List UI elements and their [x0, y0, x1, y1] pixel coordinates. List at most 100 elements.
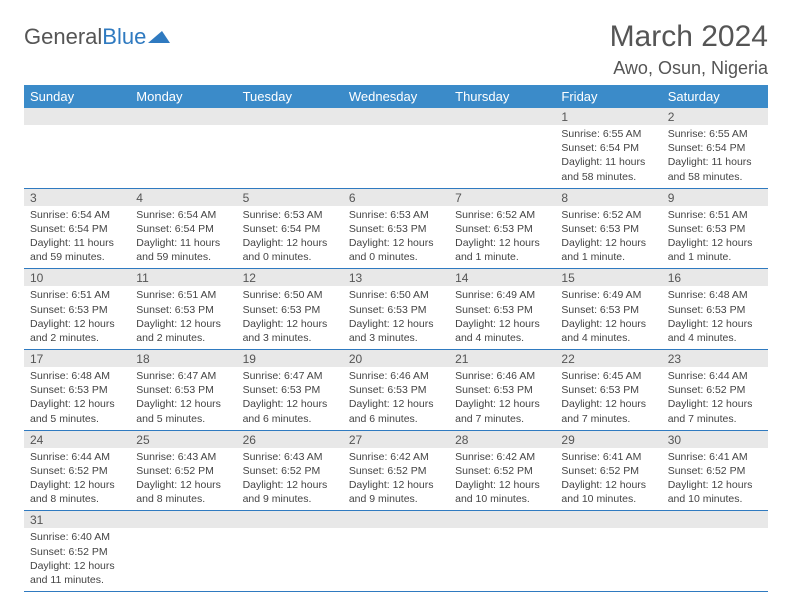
day-number [237, 511, 343, 528]
sunrise-text: Sunrise: 6:48 AM [668, 288, 764, 302]
calendar-day-cell [237, 511, 343, 592]
calendar-day-cell: 28Sunrise: 6:42 AMSunset: 6:52 PMDayligh… [449, 430, 555, 511]
sunrise-text: Sunrise: 6:52 AM [561, 208, 657, 222]
day-number: 27 [343, 431, 449, 448]
day-number: 26 [237, 431, 343, 448]
daylight-text: Daylight: 12 hours and 7 minutes. [668, 397, 764, 425]
daylight-text: Daylight: 12 hours and 10 minutes. [455, 478, 551, 506]
weekday-header: Wednesday [343, 85, 449, 108]
daylight-text: Daylight: 12 hours and 4 minutes. [668, 317, 764, 345]
sunrise-text: Sunrise: 6:40 AM [30, 530, 126, 544]
sunset-text: Sunset: 6:54 PM [243, 222, 339, 236]
day-number [130, 511, 236, 528]
day-number: 31 [24, 511, 130, 528]
daylight-text: Daylight: 11 hours and 58 minutes. [561, 155, 657, 183]
sunset-text: Sunset: 6:54 PM [136, 222, 232, 236]
daylight-text: Daylight: 12 hours and 6 minutes. [243, 397, 339, 425]
sunset-text: Sunset: 6:52 PM [243, 464, 339, 478]
day-number: 16 [662, 269, 768, 286]
day-number [555, 511, 661, 528]
sunrise-text: Sunrise: 6:43 AM [243, 450, 339, 464]
daylight-text: Daylight: 12 hours and 4 minutes. [561, 317, 657, 345]
calendar-day-cell: 25Sunrise: 6:43 AMSunset: 6:52 PMDayligh… [130, 430, 236, 511]
day-number [449, 108, 555, 125]
sunrise-text: Sunrise: 6:50 AM [349, 288, 445, 302]
sunrise-text: Sunrise: 6:42 AM [455, 450, 551, 464]
daylight-text: Daylight: 12 hours and 1 minute. [561, 236, 657, 264]
calendar-day-cell [343, 108, 449, 188]
day-number [343, 108, 449, 125]
calendar-day-cell: 26Sunrise: 6:43 AMSunset: 6:52 PMDayligh… [237, 430, 343, 511]
sunset-text: Sunset: 6:52 PM [136, 464, 232, 478]
calendar-day-cell: 24Sunrise: 6:44 AMSunset: 6:52 PMDayligh… [24, 430, 130, 511]
sunset-text: Sunset: 6:53 PM [349, 222, 445, 236]
sunrise-text: Sunrise: 6:41 AM [561, 450, 657, 464]
day-number: 12 [237, 269, 343, 286]
day-number: 17 [24, 350, 130, 367]
calendar-day-cell: 17Sunrise: 6:48 AMSunset: 6:53 PMDayligh… [24, 350, 130, 431]
daylight-text: Daylight: 11 hours and 59 minutes. [30, 236, 126, 264]
calendar-day-cell: 5Sunrise: 6:53 AMSunset: 6:54 PMDaylight… [237, 188, 343, 269]
daylight-text: Daylight: 12 hours and 7 minutes. [455, 397, 551, 425]
daylight-text: Daylight: 12 hours and 5 minutes. [30, 397, 126, 425]
day-number: 1 [555, 108, 661, 125]
sunset-text: Sunset: 6:53 PM [30, 383, 126, 397]
sunrise-text: Sunrise: 6:54 AM [30, 208, 126, 222]
logo-text-blue: Blue [102, 24, 146, 50]
day-number: 18 [130, 350, 236, 367]
day-details: Sunrise: 6:51 AMSunset: 6:53 PMDaylight:… [24, 286, 130, 349]
day-number: 9 [662, 189, 768, 206]
daylight-text: Daylight: 12 hours and 1 minute. [455, 236, 551, 264]
daylight-text: Daylight: 12 hours and 3 minutes. [349, 317, 445, 345]
sunset-text: Sunset: 6:53 PM [455, 303, 551, 317]
day-number [24, 108, 130, 125]
day-details: Sunrise: 6:52 AMSunset: 6:53 PMDaylight:… [449, 206, 555, 269]
day-number [130, 108, 236, 125]
calendar-day-cell: 30Sunrise: 6:41 AMSunset: 6:52 PMDayligh… [662, 430, 768, 511]
day-number: 29 [555, 431, 661, 448]
calendar-day-cell: 3Sunrise: 6:54 AMSunset: 6:54 PMDaylight… [24, 188, 130, 269]
day-details: Sunrise: 6:55 AMSunset: 6:54 PMDaylight:… [555, 125, 661, 188]
calendar-day-cell: 23Sunrise: 6:44 AMSunset: 6:52 PMDayligh… [662, 350, 768, 431]
day-number [662, 511, 768, 528]
day-details: Sunrise: 6:54 AMSunset: 6:54 PMDaylight:… [24, 206, 130, 269]
day-number: 13 [343, 269, 449, 286]
location: Awo, Osun, Nigeria [610, 58, 768, 79]
sunrise-text: Sunrise: 6:46 AM [349, 369, 445, 383]
sunset-text: Sunset: 6:52 PM [30, 464, 126, 478]
calendar-day-cell [555, 511, 661, 592]
day-number: 20 [343, 350, 449, 367]
daylight-text: Daylight: 12 hours and 9 minutes. [349, 478, 445, 506]
day-details: Sunrise: 6:46 AMSunset: 6:53 PMDaylight:… [343, 367, 449, 430]
calendar-week-row: 17Sunrise: 6:48 AMSunset: 6:53 PMDayligh… [24, 350, 768, 431]
sunrise-text: Sunrise: 6:43 AM [136, 450, 232, 464]
daylight-text: Daylight: 12 hours and 6 minutes. [349, 397, 445, 425]
calendar-day-cell: 6Sunrise: 6:53 AMSunset: 6:53 PMDaylight… [343, 188, 449, 269]
daylight-text: Daylight: 12 hours and 5 minutes. [136, 397, 232, 425]
weekday-header: Saturday [662, 85, 768, 108]
calendar-day-cell: 10Sunrise: 6:51 AMSunset: 6:53 PMDayligh… [24, 269, 130, 350]
day-details: Sunrise: 6:53 AMSunset: 6:53 PMDaylight:… [343, 206, 449, 269]
day-details: Sunrise: 6:51 AMSunset: 6:53 PMDaylight:… [130, 286, 236, 349]
sunrise-text: Sunrise: 6:53 AM [349, 208, 445, 222]
sunrise-text: Sunrise: 6:55 AM [668, 127, 764, 141]
day-details: Sunrise: 6:41 AMSunset: 6:52 PMDaylight:… [555, 448, 661, 511]
day-number: 11 [130, 269, 236, 286]
calendar-week-row: 10Sunrise: 6:51 AMSunset: 6:53 PMDayligh… [24, 269, 768, 350]
calendar-day-cell [343, 511, 449, 592]
weekday-header: Friday [555, 85, 661, 108]
day-number: 28 [449, 431, 555, 448]
calendar-day-cell: 12Sunrise: 6:50 AMSunset: 6:53 PMDayligh… [237, 269, 343, 350]
calendar-day-cell: 14Sunrise: 6:49 AMSunset: 6:53 PMDayligh… [449, 269, 555, 350]
sunrise-text: Sunrise: 6:44 AM [668, 369, 764, 383]
day-number: 6 [343, 189, 449, 206]
daylight-text: Daylight: 12 hours and 1 minute. [668, 236, 764, 264]
title-block: March 2024 Awo, Osun, Nigeria [610, 20, 768, 79]
calendar-day-cell: 15Sunrise: 6:49 AMSunset: 6:53 PMDayligh… [555, 269, 661, 350]
sunrise-text: Sunrise: 6:54 AM [136, 208, 232, 222]
day-number: 4 [130, 189, 236, 206]
sunset-text: Sunset: 6:52 PM [561, 464, 657, 478]
day-details: Sunrise: 6:41 AMSunset: 6:52 PMDaylight:… [662, 448, 768, 511]
day-number: 2 [662, 108, 768, 125]
weekday-header: Tuesday [237, 85, 343, 108]
